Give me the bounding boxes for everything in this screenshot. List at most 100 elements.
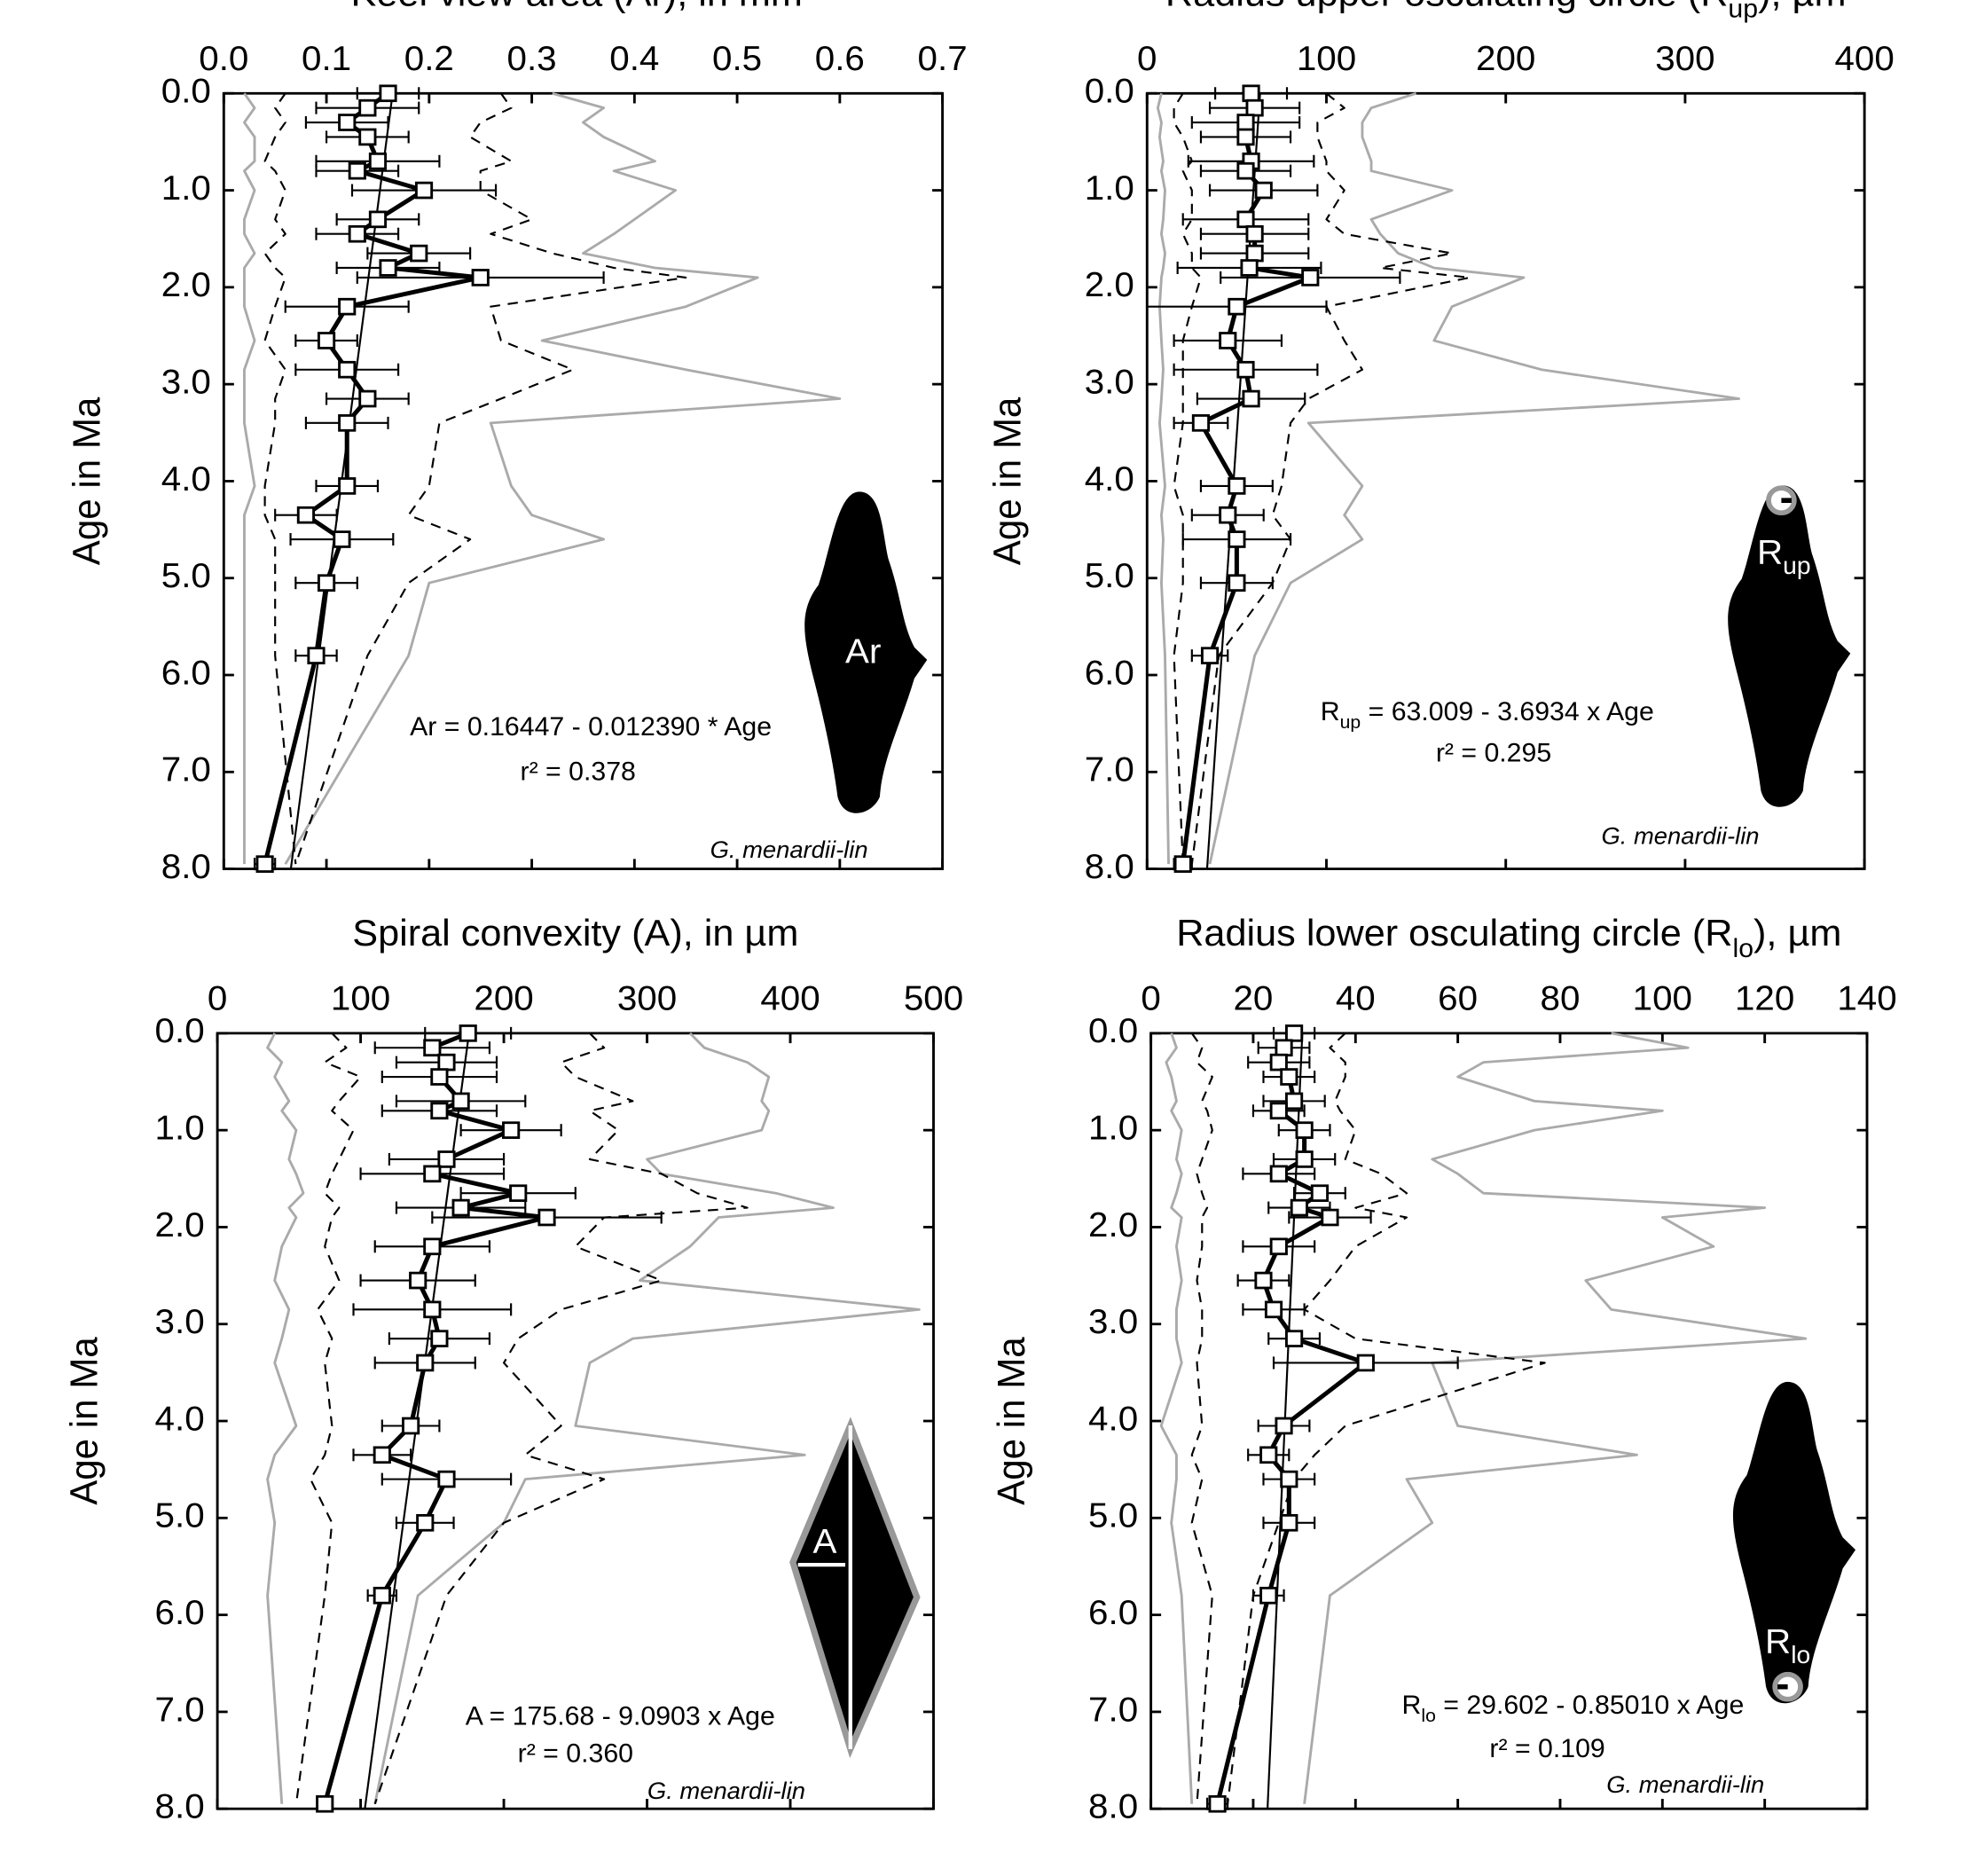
y-axis-label: Age in Ma [63,1337,106,1505]
shapes [789,485,1856,1759]
data-point [333,530,351,548]
y-tick-label: 8.0 [155,1787,205,1825]
y-tick-label: 7.0 [1088,1691,1138,1729]
data-point [1173,855,1192,873]
series [243,92,256,865]
y-tick-label: 0.0 [161,72,211,110]
data-point [296,506,316,524]
data-point [1236,114,1255,131]
x-tick-label: 300 [617,979,677,1017]
shape-label-part: Ar [845,632,881,671]
y-tick-label: 4.0 [1088,1400,1138,1438]
data-point [1242,84,1260,103]
data-point [368,152,388,170]
data-point [1275,1417,1293,1435]
y-tick-label: 2.0 [1085,266,1134,304]
data-point [368,210,388,229]
x-tick-label: 40 [1336,979,1376,1017]
series [253,84,605,873]
data-point [1264,1300,1283,1319]
chart-title-part: Radius lower osculating circle (R [1176,913,1732,954]
x-tick-label: 200 [1476,40,1535,78]
series-line [1208,91,1741,865]
chart-title-part: Spiral convexity (A), in µm [352,913,798,954]
envelope-line [1173,92,1203,865]
r-squared: r² = 0.295 [1436,739,1551,768]
envelope-line [294,1032,362,1804]
series [263,92,297,865]
x-tick-label: 0.1 [302,40,351,78]
data-point [338,414,357,432]
data-point [1240,259,1259,277]
y-tick-label: 0.0 [155,1012,205,1050]
equation-part: A = 175.68 - 9.0903 x Age [466,1702,775,1731]
r-squared: r² = 0.109 [1489,1734,1604,1763]
data-point [1284,1024,1304,1042]
y-tick-label: 7.0 [161,750,211,789]
equation-part: up [1340,712,1361,733]
y-tick-label: 0.0 [1085,72,1134,110]
equation-part: R [1401,1691,1421,1720]
data-point [437,1150,456,1168]
data-point [502,1121,521,1139]
data-point [307,647,326,664]
shape-label-part: R [1765,1621,1791,1660]
data-point [1245,244,1264,263]
data-point [348,161,366,180]
series [1208,91,1741,865]
data-point [1356,1354,1375,1372]
data-point [537,1208,556,1227]
series-line [266,1032,305,1804]
species-label: G. menardii-lin [710,836,868,863]
data-point [1269,1165,1288,1183]
y-tick-label: 1.0 [155,1109,205,1147]
data-point [358,128,377,146]
equation: Rlo = 29.602 - 0.85010 x Age [1401,1691,1744,1726]
chart-title-part: Keel view area (Ar), in mm² [351,0,816,15]
shape-label: Ar [845,632,881,671]
y-tick-label: 5.0 [161,557,211,595]
data-point [316,1794,334,1813]
data-point [414,181,434,200]
series-line [1181,92,1313,865]
data-point [1301,269,1320,287]
y-tick-label: 3.0 [161,363,211,401]
data-point [423,1237,442,1256]
data-point [379,259,397,277]
y-tick-label: 8.0 [1085,847,1134,885]
data-point [1245,98,1264,117]
data-point [423,1165,442,1183]
x-tick-label: 100 [1633,979,1692,1017]
y-tick-label: 6.0 [1088,1593,1138,1631]
data-point [1228,574,1246,593]
data-point [430,1102,449,1120]
y-tick-label: 3.0 [1085,363,1134,401]
data-point [317,574,336,593]
envelope-line [1227,1032,1546,1804]
shape-label-part: R [1757,532,1783,570]
y-tick-label: 0.0 [1088,1012,1138,1050]
x-tick-label: 0.4 [609,40,659,78]
data-point [1310,1184,1330,1203]
data-point [409,1271,428,1290]
chart-title-part: lo [1732,935,1753,964]
y-tick-label: 5.0 [1085,557,1134,595]
r-squared: r² = 0.360 [518,1739,633,1769]
y-axis-label: Age in Ma [986,396,1030,565]
envelope-line [294,92,687,865]
y-tick-label: 2.0 [1088,1205,1138,1244]
data-point [1236,161,1255,180]
data-point [1200,647,1220,664]
series [1227,1032,1546,1804]
data-point [358,98,377,117]
data-point [1242,389,1260,408]
x-tick-label: 0.3 [507,40,557,78]
series [373,1032,921,1805]
series-line [1156,92,1170,865]
data-point [1254,181,1273,200]
shape-label: Rlo [1765,1621,1810,1668]
data-point [1228,297,1246,316]
data-point [1208,1794,1227,1813]
chart-title-part: up [1728,0,1758,24]
chart-title-part: ), µm [1758,0,1846,15]
